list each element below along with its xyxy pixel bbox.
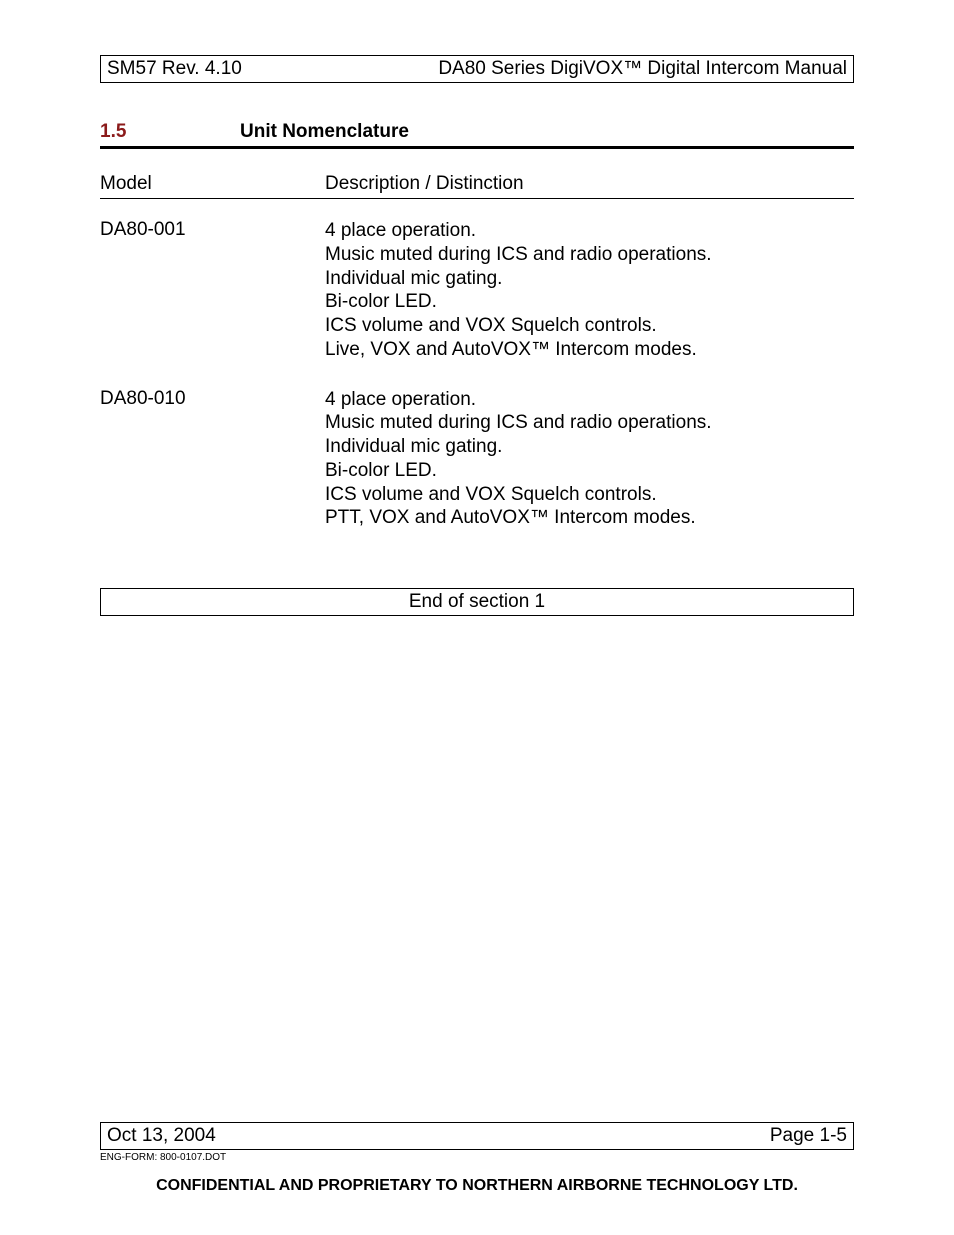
desc-line: Individual mic gating.	[325, 435, 854, 459]
header-right: DA80 Series DigiVOX™ Digital Intercom Ma…	[438, 58, 847, 80]
document-page: SM57 Rev. 4.10 DA80 Series DigiVOX™ Digi…	[0, 0, 954, 1235]
section-title: Unit Nomenclature	[240, 121, 409, 143]
footer-date: Oct 13, 2004	[107, 1125, 216, 1147]
table-row: DA80-010 4 place operation. Music muted …	[100, 388, 854, 531]
footer-box: Oct 13, 2004 Page 1-5	[100, 1122, 854, 1150]
table-header-model: Model	[100, 173, 325, 195]
section-heading: 1.5 Unit Nomenclature	[100, 121, 854, 149]
desc-line: Live, VOX and AutoVOX™ Intercom modes.	[325, 338, 854, 362]
cell-model: DA80-001	[100, 219, 325, 362]
section-number: 1.5	[100, 121, 240, 143]
footer-confidential: CONFIDENTIAL AND PROPRIETARY TO NORTHERN…	[100, 1177, 854, 1195]
desc-line: Individual mic gating.	[325, 267, 854, 291]
table-row: DA80-001 4 place operation. Music muted …	[100, 219, 854, 362]
desc-line: ICS volume and VOX Squelch controls.	[325, 483, 854, 507]
table-header-row: Model Description / Distinction	[100, 173, 854, 199]
cell-description: 4 place operation. Music muted during IC…	[325, 219, 854, 362]
table-header-desc: Description / Distinction	[325, 173, 854, 195]
desc-line: ICS volume and VOX Squelch controls.	[325, 314, 854, 338]
cell-model: DA80-010	[100, 388, 325, 531]
footer-page-number: Page 1-5	[770, 1125, 847, 1147]
desc-line: PTT, VOX and AutoVOX™ Intercom modes.	[325, 506, 854, 530]
cell-description: 4 place operation. Music muted during IC…	[325, 388, 854, 531]
end-of-section-box: End of section 1	[100, 588, 854, 616]
desc-line: Bi-color LED.	[325, 290, 854, 314]
desc-line: Music muted during ICS and radio operati…	[325, 243, 854, 267]
header-left: SM57 Rev. 4.10	[107, 58, 242, 80]
desc-line: Bi-color LED.	[325, 459, 854, 483]
page-footer: Oct 13, 2004 Page 1-5 ENG-FORM: 800-0107…	[100, 1122, 854, 1195]
desc-line: 4 place operation.	[325, 219, 854, 243]
page-header-box: SM57 Rev. 4.10 DA80 Series DigiVOX™ Digi…	[100, 55, 854, 83]
desc-line: Music muted during ICS and radio operati…	[325, 411, 854, 435]
footer-eng-form: ENG-FORM: 800-0107.DOT	[100, 1152, 854, 1163]
desc-line: 4 place operation.	[325, 388, 854, 412]
